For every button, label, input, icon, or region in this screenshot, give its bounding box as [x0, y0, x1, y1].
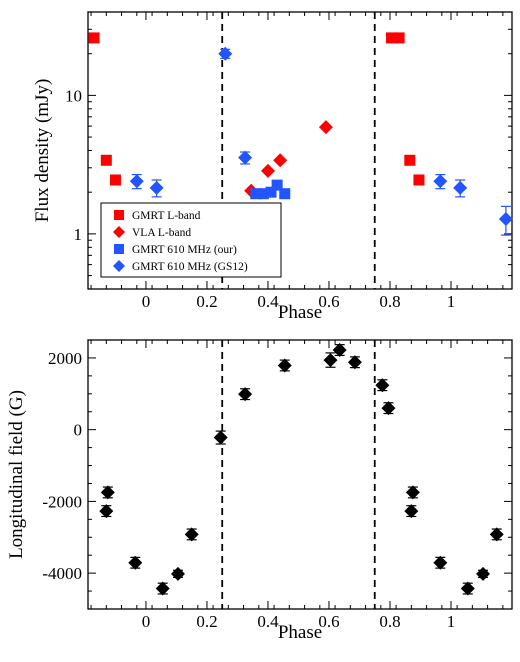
x-tick-label: 0.4	[257, 612, 279, 631]
data-point	[184, 527, 199, 542]
data-point	[347, 355, 362, 370]
legend-label: GMRT 610 MHz (our)	[132, 244, 237, 256]
data-point	[375, 378, 390, 393]
x-tick-label: 0.6	[318, 612, 339, 631]
legend-marker	[114, 244, 124, 254]
data-point	[381, 401, 396, 416]
x-tick-label: 1	[447, 292, 456, 311]
data-point	[271, 179, 283, 191]
x-tick-label: 0.2	[196, 612, 217, 631]
data-point	[238, 150, 253, 165]
data-point	[277, 358, 292, 373]
data-point	[404, 154, 416, 166]
x-tick-label: 1	[447, 612, 456, 631]
data-point	[129, 174, 144, 189]
legend-label: VLA L-band	[132, 227, 191, 239]
data-point	[250, 188, 262, 200]
legend-box	[100, 202, 282, 278]
data-point	[109, 174, 121, 186]
data-point	[155, 581, 170, 596]
data-point	[393, 32, 405, 44]
data-point	[218, 46, 233, 61]
data-point	[128, 555, 143, 570]
x-axis-label: Phase	[278, 302, 322, 323]
y-tick-label: 2000	[48, 349, 82, 368]
data-point	[260, 163, 275, 178]
data-point	[279, 188, 291, 200]
legend-label: GMRT L-band	[132, 210, 201, 222]
x-tick-label: 0.6	[318, 292, 339, 311]
data-point	[405, 485, 420, 500]
x-tick-label: 0.8	[379, 292, 400, 311]
y-axis-label: Longitudinal field (G)	[6, 390, 27, 559]
data-point	[453, 180, 468, 195]
x-tick-label: 0.2	[196, 292, 217, 311]
data-point	[413, 174, 425, 186]
data-point	[404, 504, 419, 519]
data-point	[489, 527, 504, 542]
y-tick-label: -2000	[42, 492, 82, 511]
data-point	[318, 120, 333, 135]
y-tick-label: 1	[74, 225, 83, 244]
x-tick-label: 0.8	[379, 612, 400, 631]
y-tick-label: -4000	[42, 564, 82, 583]
y-tick-label: 10	[65, 86, 82, 105]
data-point	[498, 212, 513, 227]
data-point	[238, 387, 253, 402]
data-point	[273, 153, 288, 168]
data-point	[433, 555, 448, 570]
x-tick-label: 0	[142, 612, 151, 631]
flux-density-plot: 0 0.2 0.4 0.6 0.8 1 1 10 Phase Flux density (mJy)…	[32, 11, 513, 323]
data-point	[323, 353, 338, 368]
data-point	[265, 186, 277, 198]
data-point	[386, 32, 398, 44]
data-point	[88, 32, 100, 44]
legend-marker	[113, 260, 125, 272]
data-point	[170, 566, 185, 581]
data-point	[476, 566, 491, 581]
legend-label: GMRT 610 MHz (GS12)	[132, 261, 248, 273]
data-point	[99, 504, 114, 519]
data-point	[332, 343, 347, 358]
y-tick-label: 0	[74, 421, 83, 440]
legend-marker	[113, 226, 125, 238]
longitudinal-field-plot: 0 0.2 0.4 0.6 0.8 1 2000 0 -2000 -4000 Phase Longit…	[6, 339, 513, 643]
data-point	[213, 430, 228, 445]
legend-marker	[114, 210, 124, 220]
x-tick-label: 0.4	[257, 292, 279, 311]
data-point	[100, 154, 112, 166]
data-point	[257, 188, 269, 200]
plot-frame	[87, 339, 513, 610]
data-point	[433, 174, 448, 189]
data-point	[100, 485, 115, 500]
y-axis-label: Flux density (mJy)	[32, 79, 53, 223]
x-axis-label: Phase	[278, 622, 322, 643]
data-point	[149, 180, 164, 195]
x-tick-label: 0	[142, 292, 151, 311]
data-point	[460, 581, 475, 596]
